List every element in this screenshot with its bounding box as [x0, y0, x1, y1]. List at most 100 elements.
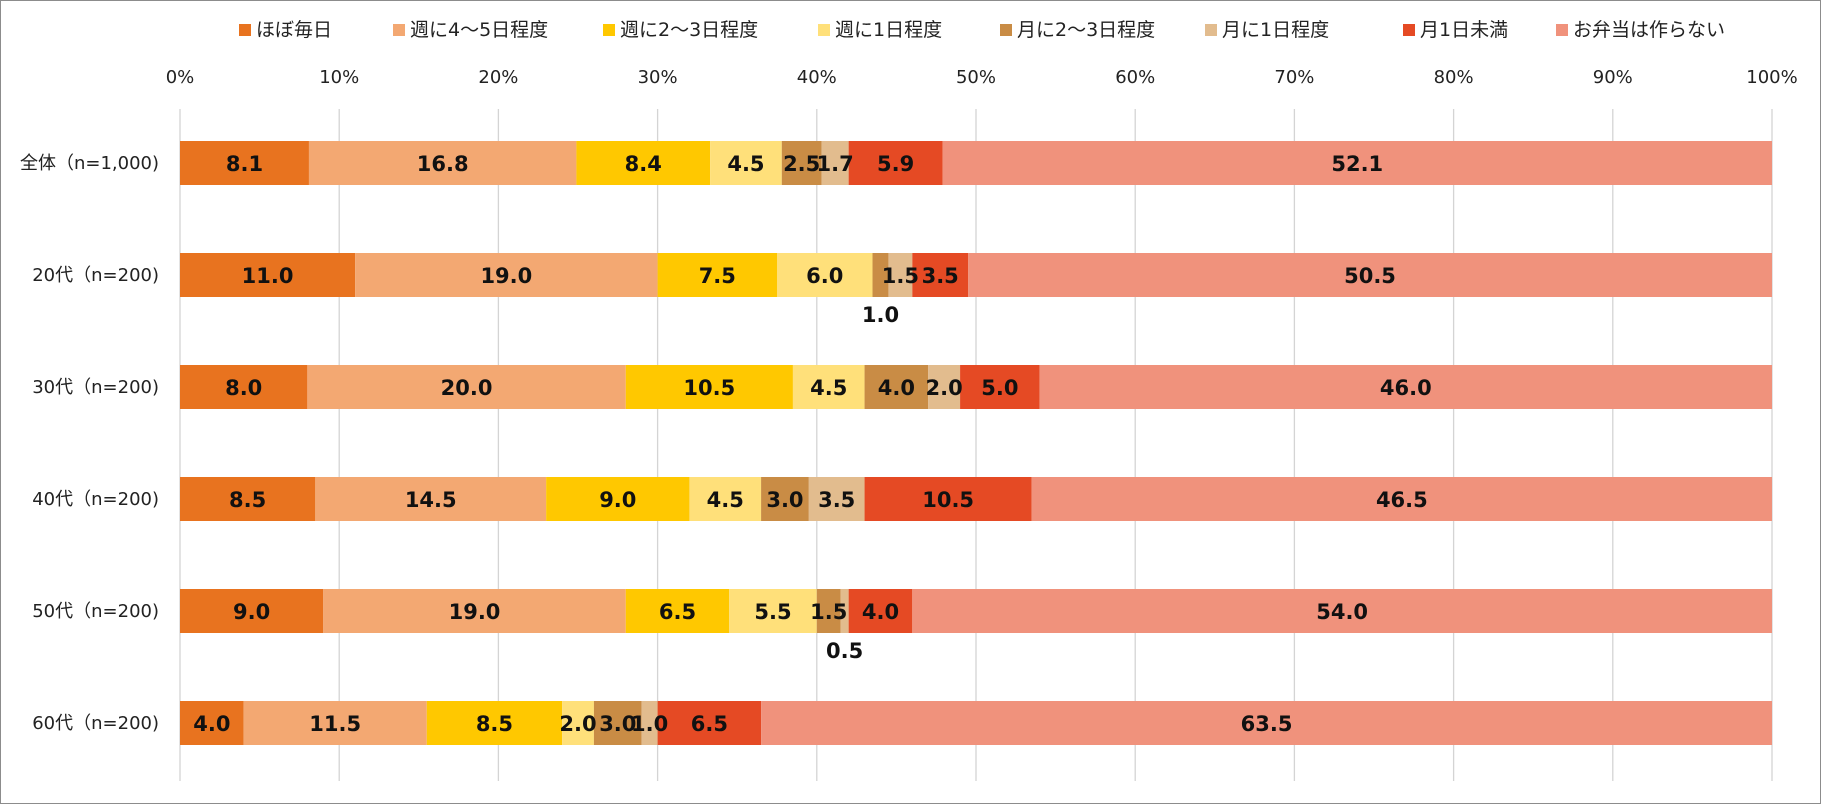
- data-label: 19.0: [449, 600, 501, 624]
- data-label: 6.5: [659, 600, 696, 624]
- data-label: 8.4: [625, 152, 662, 176]
- data-label: 8.5: [476, 712, 513, 736]
- bar-segment: [928, 365, 961, 409]
- data-label: 20.0: [441, 376, 493, 400]
- legend-swatch: [818, 24, 830, 36]
- data-label: 1.5: [810, 600, 847, 624]
- data-label: 46.0: [1380, 376, 1432, 400]
- data-label: 1.7: [817, 152, 854, 176]
- legend-swatch: [239, 24, 251, 36]
- data-label: 2.0: [926, 376, 963, 400]
- data-label: 3.5: [922, 264, 959, 288]
- legend-label: お弁当は作らない: [1573, 19, 1725, 41]
- legend-swatch: [1403, 24, 1415, 36]
- data-label: 4.0: [193, 712, 230, 736]
- data-label: 9.0: [233, 600, 270, 624]
- x-axis-ticks: 0% 10% 20% 30% 40% 50% 60% 70% 80% 90% 100%: [166, 67, 1798, 88]
- data-label: 50.5: [1344, 264, 1396, 288]
- bar-segment: [1039, 365, 1772, 409]
- bar-segment: [657, 253, 777, 297]
- data-label: 52.1: [1331, 152, 1383, 176]
- bar-segment: [593, 701, 642, 745]
- bar-segment: [942, 141, 1772, 185]
- bar-segment: [777, 253, 873, 297]
- legend: ほぼ毎日 週に4～5日程度 週に2～3日程度 週に1日程度 月に2～3日程度 月に1日程度…: [239, 19, 1725, 41]
- data-label: 19.0: [480, 264, 532, 288]
- legend-label: 月に2～3日程度: [1017, 19, 1155, 41]
- data-label: 1.0: [631, 712, 668, 736]
- bar-segment: [689, 477, 762, 521]
- x-tick-label: 50%: [956, 67, 996, 88]
- data-label: 11.0: [242, 264, 294, 288]
- x-tick-label: 40%: [797, 67, 837, 88]
- data-label: 3.0: [599, 712, 636, 736]
- legend-swatch: [603, 24, 615, 36]
- gridlines: [179, 109, 1773, 781]
- data-label: 4.5: [727, 152, 764, 176]
- data-label: 5.5: [754, 600, 791, 624]
- data-label: 3.5: [818, 488, 855, 512]
- bar-segment: [864, 365, 929, 409]
- x-tick-label: 10%: [319, 67, 359, 88]
- bar-segment: [308, 141, 577, 185]
- data-label: 8.1: [226, 152, 263, 176]
- data-label: 46.5: [1376, 488, 1428, 512]
- x-tick-label: 70%: [1274, 67, 1314, 88]
- bar-segment: [546, 477, 690, 521]
- bar-segment: [864, 477, 1032, 521]
- legend-label: ほぼ毎日: [256, 19, 332, 41]
- data-label: 11.5: [309, 712, 361, 736]
- legend-swatch: [393, 24, 405, 36]
- bar-segment: [307, 365, 626, 409]
- x-tick-label: 0%: [166, 67, 195, 88]
- data-label: 2.5: [783, 152, 820, 176]
- bar-segment: [761, 701, 1772, 745]
- x-tick-label: 30%: [638, 67, 678, 88]
- bar-segment: [888, 253, 913, 297]
- bar-segment: [243, 701, 427, 745]
- legend-swatch: [1205, 24, 1217, 36]
- bar-segment: [840, 589, 849, 633]
- category-label: 30代（n=200): [32, 377, 159, 398]
- bar-segment: [792, 365, 865, 409]
- x-tick-label: 90%: [1593, 67, 1633, 88]
- data-label: 4.5: [810, 376, 847, 400]
- data-label: 4.0: [878, 376, 915, 400]
- category-label: 全体（n=1,000): [20, 153, 159, 174]
- bar-segment: [808, 477, 865, 521]
- bar-segment: [872, 253, 889, 297]
- legend-swatch: [1000, 24, 1012, 36]
- data-label: 4.5: [707, 488, 744, 512]
- category-labels: 全体（n=1,000) 20代（n=200) 30代（n=200) 40代（n=200…: [20, 153, 159, 734]
- bar-segment: [426, 701, 563, 745]
- bar-segment: [180, 701, 244, 745]
- legend-label: 月に1日程度: [1222, 19, 1329, 41]
- bar-segment: [323, 589, 626, 633]
- data-label: 10.5: [922, 488, 974, 512]
- x-tick-label: 80%: [1434, 67, 1474, 88]
- data-label: 2.0: [559, 712, 596, 736]
- data-label: 4.0: [862, 600, 899, 624]
- legend-label: 週に4～5日程度: [410, 19, 548, 41]
- bar-segment: [848, 141, 943, 185]
- data-label: 1.0: [862, 303, 899, 327]
- bar-segment: [180, 141, 309, 185]
- bar-segment: [968, 253, 1772, 297]
- category-label: 20代（n=200): [32, 265, 159, 286]
- bar-segment: [710, 141, 782, 185]
- data-label: 0.5: [826, 639, 863, 663]
- value-labels: 8.1 16.8 8.4 4.5 2.51.7 5.9 52.1 11.0 19.0 7.5 6.0…: [193, 152, 1432, 736]
- data-label: 6.0: [806, 264, 843, 288]
- data-label: 6.5: [691, 712, 728, 736]
- data-label: 16.8: [417, 152, 469, 176]
- bar-segment: [781, 141, 822, 185]
- x-tick-label: 20%: [478, 67, 518, 88]
- data-label: 1.5: [882, 264, 919, 288]
- bar-segment: [761, 477, 809, 521]
- bar-segment: [562, 701, 594, 745]
- legend-label: 週に1日程度: [835, 19, 942, 41]
- legend-swatch: [1556, 24, 1568, 36]
- bar-segment: [315, 477, 547, 521]
